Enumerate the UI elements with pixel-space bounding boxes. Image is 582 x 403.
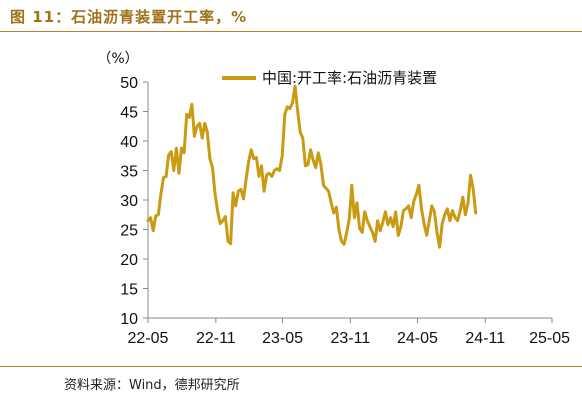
- figure-title: 图 11：石油沥青装置开工率，%: [10, 8, 248, 26]
- x-tick-label: 25-05: [529, 330, 570, 347]
- y-tick-label: 40: [120, 134, 138, 151]
- source-note: 资料来源：Wind，德邦研究所: [64, 378, 240, 393]
- y-tick-label: 25: [120, 223, 138, 240]
- x-tick-label: 23-05: [262, 330, 303, 347]
- y-tick-label: 15: [120, 282, 138, 299]
- x-tick-label: 22-11: [196, 330, 236, 347]
- x-tick-label: 23-11: [331, 330, 371, 347]
- source-rule: [0, 366, 582, 367]
- x-tick-label: 22-05: [128, 330, 169, 347]
- y-tick-label: 45: [120, 105, 138, 122]
- y-tick-label: 35: [120, 164, 138, 181]
- y-tick-label: 50: [120, 75, 138, 92]
- y-tick-label: 10: [120, 311, 138, 328]
- y-tick-label: 30: [120, 193, 138, 210]
- y-tick-label: 20: [120, 252, 138, 269]
- x-tick-label: 24-05: [397, 330, 438, 347]
- unit-label: （%）: [97, 51, 138, 67]
- title-rule: [0, 31, 582, 32]
- x-tick-label: 24-11: [465, 330, 505, 347]
- legend-label: 中国:开工率:石油沥青装置: [262, 69, 437, 87]
- series-line: [146, 84, 478, 249]
